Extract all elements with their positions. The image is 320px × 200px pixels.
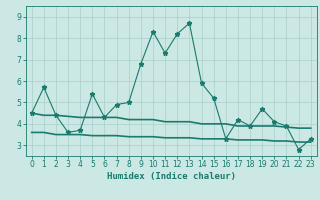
X-axis label: Humidex (Indice chaleur): Humidex (Indice chaleur) xyxy=(107,172,236,181)
